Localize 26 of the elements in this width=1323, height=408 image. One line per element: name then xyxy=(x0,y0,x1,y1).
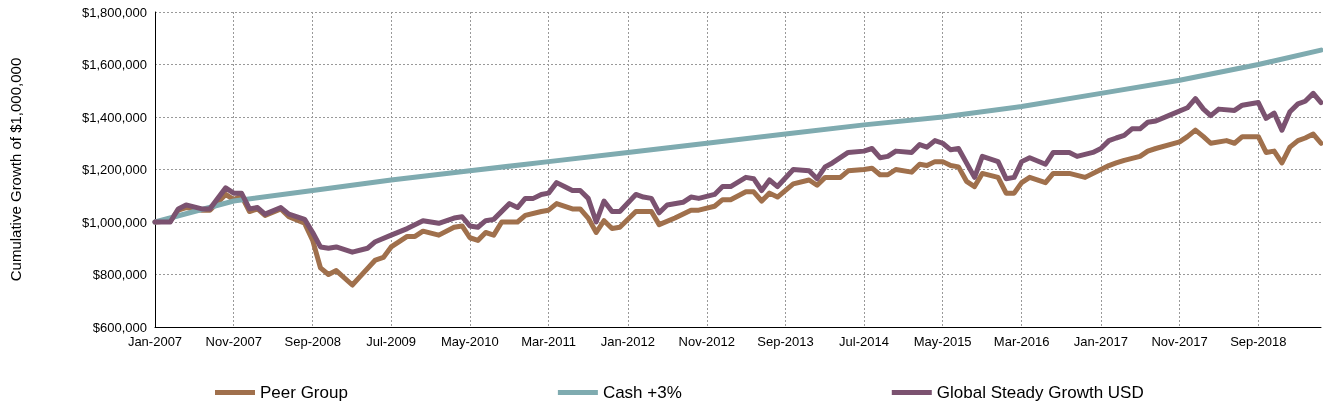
x-tick-label: Jul-2014 xyxy=(839,334,889,349)
x-tick-label: May-2015 xyxy=(913,334,972,349)
x-tick-label: Nov-2017 xyxy=(1151,334,1208,349)
y-tick-label: $1,400,000 xyxy=(81,109,147,125)
legend-label: Cash +3% xyxy=(602,383,682,402)
x-tick-label: Jul-2009 xyxy=(366,334,417,349)
y-tick-label: $1,600,000 xyxy=(81,57,147,72)
x-tick-label: Sep-2008 xyxy=(284,334,341,349)
x-tick-label: Mar-2016 xyxy=(993,334,1050,349)
x-tick-label: Jan-2017 xyxy=(1073,334,1129,349)
y-tick-label: $1,200,000 xyxy=(81,162,147,177)
x-tick-label: May-2010 xyxy=(440,334,499,349)
y-tick-label: $1,000,000 xyxy=(81,214,147,230)
x-tick-label: Nov-2007 xyxy=(205,334,262,349)
x-tick-label: Jan-2007 xyxy=(127,334,183,349)
x-tick-label: Sep-2013 xyxy=(757,334,814,349)
legend-label: Global Steady Growth USD xyxy=(936,383,1144,402)
y-tick-label: $600,000 xyxy=(92,319,147,335)
x-tick-label: Jan-2012 xyxy=(600,334,655,349)
x-tick-label: Mar-2011 xyxy=(521,334,576,349)
y-tick-label: $1,800,000 xyxy=(81,4,147,20)
y-axis-title: Cumulative Growth of $1,000,000 xyxy=(7,57,24,282)
y-tick-label: $800,000 xyxy=(92,267,147,282)
x-tick-label: Nov-2012 xyxy=(678,334,735,349)
legend-label: Peer Group xyxy=(260,383,348,402)
x-tick-label: Sep-2018 xyxy=(1230,334,1287,349)
